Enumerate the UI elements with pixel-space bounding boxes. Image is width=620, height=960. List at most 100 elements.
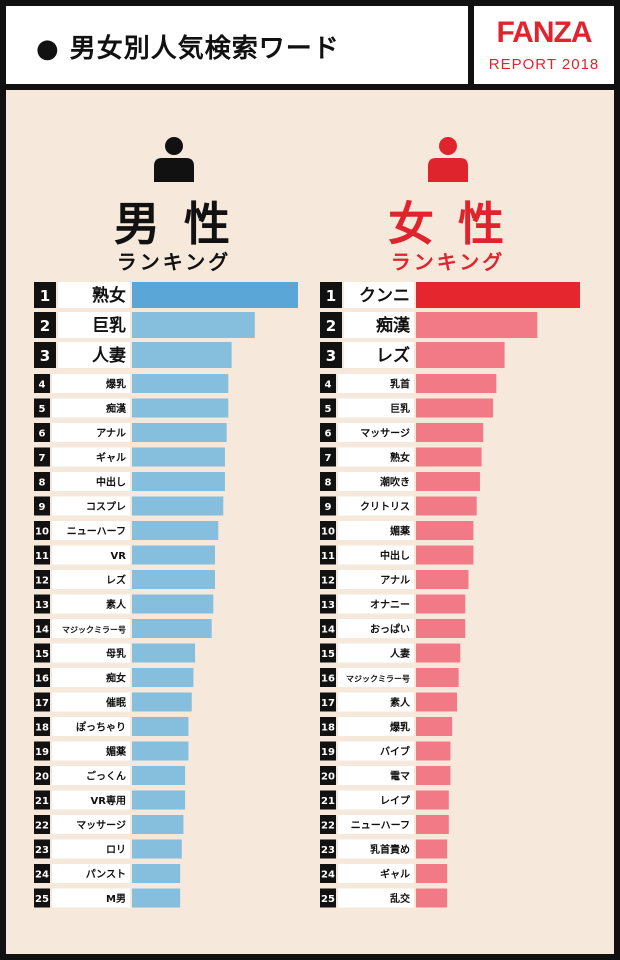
label-box — [52, 374, 130, 393]
category-label: クリトリス — [360, 501, 410, 513]
label-box — [338, 692, 414, 712]
rank-number-box — [34, 717, 50, 736]
rank-number-box — [34, 864, 50, 883]
category-label: 痴女 — [106, 672, 126, 685]
rank-number-box — [320, 423, 336, 442]
label-box — [338, 472, 414, 491]
rank-number: 19 — [321, 747, 335, 758]
category-label: コスプレ — [86, 500, 126, 513]
label-box — [338, 423, 414, 442]
male-title: 男 性 — [113, 197, 234, 251]
label-box — [338, 668, 414, 687]
rank-number: 13 — [35, 600, 49, 611]
rank-number-box — [320, 594, 336, 614]
label-box — [52, 545, 130, 565]
label-box — [338, 619, 414, 638]
label-box — [52, 570, 130, 589]
male-rank-row: 24 パンスト — [34, 864, 181, 883]
value-bar — [132, 741, 189, 761]
rank-number: 16 — [321, 674, 335, 685]
label-box — [52, 839, 130, 859]
category-label: 乳首 — [390, 378, 410, 391]
value-bar — [132, 864, 181, 883]
male-rank-row: 21 VR専用 — [34, 790, 186, 810]
value-bar — [416, 496, 477, 516]
category-label: レズ — [106, 574, 126, 587]
rank-number: 17 — [321, 698, 335, 709]
rank-number: 23 — [35, 845, 49, 856]
male-rank-row: 22 マッサージ — [34, 815, 184, 834]
female-rank-row: 16 マジックミラー号 — [320, 668, 459, 687]
rank-number-box — [34, 766, 50, 785]
value-bar — [132, 619, 212, 638]
female-rank-row: 5 巨乳 — [320, 398, 494, 418]
category-label: 母乳 — [106, 647, 126, 660]
female-person-icon — [428, 137, 468, 182]
male-rank-row: 3 人妻 — [34, 342, 232, 368]
rank-number-box — [320, 766, 336, 785]
category-label: 乳首責め — [370, 843, 410, 856]
category-label: アナル — [380, 575, 410, 587]
category-label: VR専用 — [91, 794, 126, 807]
female-rank-row: 23 乳首責め — [320, 839, 448, 859]
rank-number: 6 — [39, 429, 46, 440]
rank-number-box — [34, 741, 50, 761]
category-label: 媚薬 — [390, 525, 411, 538]
category-label: 中出し — [380, 549, 410, 562]
value-bar — [132, 790, 186, 810]
category-label: 電マ — [390, 771, 410, 783]
male-rank-row: 13 素人 — [34, 594, 214, 614]
rank-number-box — [320, 668, 336, 687]
value-bar — [416, 619, 466, 638]
category-label: オナニー — [370, 599, 410, 611]
rank-number-box — [320, 741, 336, 761]
category-label: ニューハーフ — [67, 526, 126, 538]
value-bar — [416, 472, 480, 491]
rank-number-box — [34, 312, 56, 338]
label-box — [52, 594, 130, 614]
label-box — [58, 342, 130, 368]
report-label: REPORT 2018 — [488, 56, 600, 73]
category-label: 巨乳 — [92, 315, 126, 336]
female-subtitle: ランキング — [390, 250, 506, 274]
bullet-icon: ● — [36, 34, 60, 64]
value-bar — [132, 398, 229, 418]
label-box — [338, 521, 414, 540]
value-bar — [132, 888, 181, 908]
category-label: ぽっちゃり — [76, 721, 126, 734]
value-bar — [132, 839, 182, 859]
category-label: 乱交 — [390, 892, 410, 905]
female-header: 女 性 ランキング — [348, 136, 548, 306]
rank-number: 1 — [40, 287, 50, 305]
rank-number: 9 — [325, 502, 332, 513]
rank-number-box — [34, 668, 50, 687]
rank-number: 24 — [321, 870, 335, 881]
female-rank-row: 4 乳首 — [320, 374, 497, 393]
category-label: 熟女 — [92, 285, 126, 306]
rank-number: 16 — [35, 674, 49, 685]
rank-number-box — [320, 398, 336, 418]
value-bar — [132, 342, 232, 368]
category-label: ニューハーフ — [351, 820, 410, 832]
rank-number-box — [34, 619, 50, 638]
value-bar — [416, 815, 449, 834]
label-box — [338, 374, 414, 393]
category-label: おっぱい — [370, 623, 410, 636]
label-box — [338, 447, 414, 467]
rank-number-box — [320, 342, 342, 368]
category-label: 中出し — [96, 476, 126, 489]
category-label: レイプ — [380, 794, 411, 807]
category-label: 催眠 — [106, 696, 126, 709]
female-rank-row: 24 ギャル — [320, 864, 448, 883]
value-bar — [416, 374, 497, 393]
female-rank-row: 1 クンニ — [320, 282, 580, 308]
value-bar — [132, 282, 298, 308]
female-rank-row: 2 痴漢 — [320, 312, 538, 338]
brand-logo: FANZA — [496, 16, 593, 49]
label-box — [338, 545, 414, 565]
value-bar — [416, 766, 451, 785]
ranking-chart: 1 熟女 2 巨乳 3 人妻 4 爆乳 5 痴漢 6 アナル 7 ギャル 8 中出し 9 コスプレ 10 ニューハーフ… — [34, 282, 580, 908]
label-box — [52, 423, 130, 442]
female-rank-row: 12 アナル — [320, 570, 469, 589]
header-title-box: ● 男女別人気検索ワード — [6, 6, 468, 84]
